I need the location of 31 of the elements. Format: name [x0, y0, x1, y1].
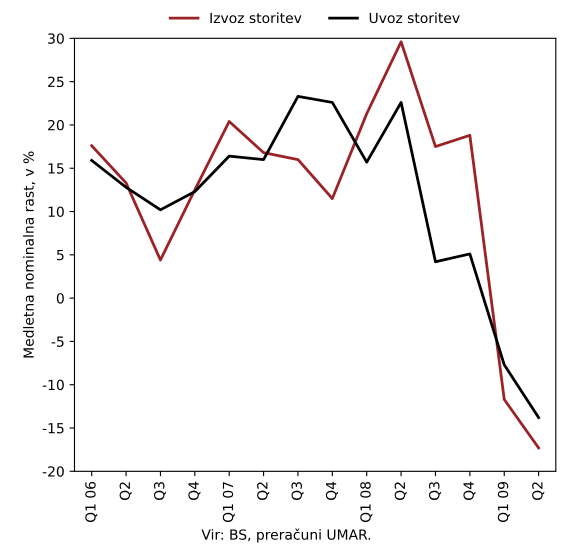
y-tick-label: -5: [52, 336, 64, 347]
y-tick-label: -20: [42, 466, 64, 477]
y-tick-label: 5: [57, 250, 64, 260]
x-tick-label: Q4: [326, 482, 338, 500]
x-tick-label: Q2: [257, 482, 270, 500]
x-tick-label: Q3: [291, 482, 304, 500]
line-series: [90, 94, 540, 419]
y-tick-label: 30: [48, 33, 64, 44]
y-tick-label: 10: [48, 206, 64, 217]
y-axis-title: Medletna nominalna rast, v %: [23, 152, 36, 358]
x-tick-label: Q2: [120, 482, 132, 500]
line-series: [90, 40, 540, 450]
x-tick-label: Q4: [188, 482, 200, 500]
x-tick-label: Q1 07: [222, 482, 235, 522]
x-tick-label: Q3: [429, 482, 442, 500]
y-tick-label: 15: [48, 163, 64, 174]
x-tick-label: Q1 08: [360, 482, 372, 522]
text: Vir: BS, preračuni UMAR.: [201, 528, 370, 543]
y-tick-label: -15: [42, 423, 64, 434]
legend-label: Izvoz storitev: [210, 12, 302, 24]
y-tick-label: 25: [48, 76, 64, 88]
x-tick-label: Q4: [463, 482, 476, 500]
x-tick-label: Q2: [394, 482, 407, 500]
y-tick-label: 0: [56, 293, 64, 304]
y-tick-label: -10: [42, 380, 64, 390]
x-tick-label: Q2: [532, 482, 544, 500]
x-tick-label: Q1 09: [498, 482, 510, 522]
x-tick-label: Q3: [154, 482, 166, 500]
y-tick-label: 20: [48, 120, 64, 130]
legend-label: Uvoz storitev: [370, 12, 460, 24]
x-tick-label: Q1 06: [85, 482, 98, 522]
